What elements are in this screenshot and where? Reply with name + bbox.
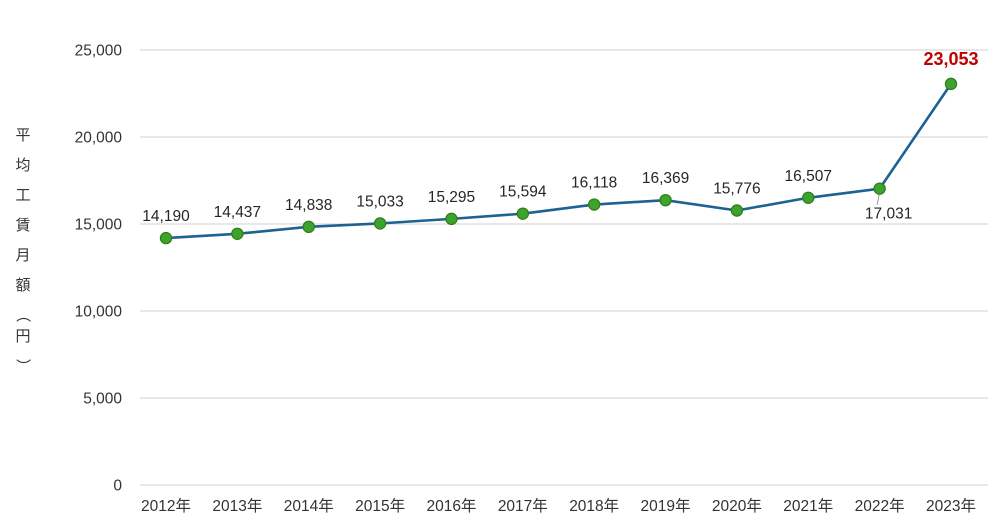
y-tick-label: 10,000 [75, 304, 123, 321]
x-tick-label: 2015年 [355, 497, 405, 515]
data-label: 14,838 [285, 197, 332, 214]
data-point-marker [802, 191, 815, 204]
data-label: 14,190 [142, 208, 190, 225]
x-tick-label: 2019年 [641, 497, 691, 515]
data-point-marker [373, 217, 387, 230]
x-tick-label: 2014年 [284, 497, 334, 515]
data-point-marker [231, 227, 244, 240]
x-tick-label: 2018年 [569, 497, 619, 515]
y-tick-label: 20,000 [75, 130, 123, 147]
data-point-marker [659, 193, 672, 207]
data-label: 16,369 [642, 170, 689, 187]
x-tick-label: 2012年 [141, 497, 191, 515]
data-label: 23,053 [923, 49, 978, 69]
data-label: 15,295 [428, 189, 475, 206]
y-axis-title-char: 額 [15, 277, 30, 294]
y-axis-title-char: 賃 [15, 217, 30, 234]
data-point-marker [159, 231, 173, 245]
y-tick-label: 0 [113, 478, 122, 495]
x-tick-label: 2021年 [783, 497, 833, 515]
data-point-marker [302, 220, 315, 234]
x-tick-label: 2013年 [212, 497, 262, 515]
x-tick-label: 2016年 [426, 497, 476, 515]
y-tick-label: 5,000 [83, 391, 122, 408]
data-point-marker [587, 198, 601, 211]
data-label: 15,594 [499, 184, 547, 201]
label-leader-line [876, 194, 880, 205]
x-tick-label: 2017年 [498, 497, 548, 515]
data-label: 17,031 [865, 206, 912, 223]
y-axis-title-char: 工 [15, 187, 30, 204]
y-axis-title-char: 月 [15, 247, 30, 264]
x-tick-label: 2022年 [855, 497, 905, 515]
data-point-marker [873, 182, 886, 195]
x-tick-label: 2020年 [712, 497, 762, 515]
data-label: 15,776 [713, 180, 760, 197]
y-axis-title-char: ） [14, 358, 31, 373]
y-axis-title-char: 均 [15, 157, 30, 174]
data-label: 16,118 [571, 175, 617, 192]
y-axis-title-char: （ [14, 307, 31, 322]
y-axis-title-char: 円 [15, 328, 30, 345]
y-tick-label: 25,000 [75, 43, 123, 60]
series-line [165, 83, 953, 240]
data-point-marker [944, 77, 958, 91]
data-label: 14,437 [214, 204, 261, 221]
data-point-marker [730, 204, 744, 217]
data-point-marker [445, 212, 458, 226]
data-point-marker [516, 207, 530, 220]
y-tick-label: 15,000 [75, 217, 123, 234]
data-label: 15,033 [356, 193, 403, 210]
y-axis-title-char: 平 [15, 127, 30, 144]
data-label: 16,507 [785, 168, 832, 185]
x-tick-label: 2023年 [926, 497, 976, 515]
